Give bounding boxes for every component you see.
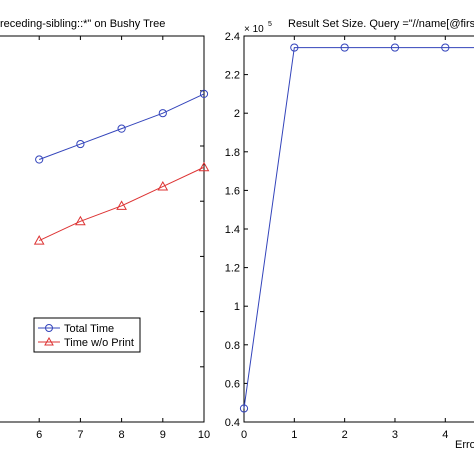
right-axis-ticks: 0.4 0.6 0.8 1 1.2 1.4 1.6 1.8 2 2.2 2.4 0 1 2 3 4	[225, 31, 449, 441]
right-x-tick-label: 3	[392, 429, 398, 441]
left-legend: Total Time Time w/o Print	[33, 317, 141, 353]
left-chart: receding-sibling::*" on Bushy Tree 6 7 8 9 1…	[0, 18, 210, 441]
right-exponent-label: × 10	[244, 24, 264, 35]
left-series-point	[75, 215, 86, 226]
right-y-tick-label: 1.6	[225, 185, 240, 197]
right-x-axis-label: Erro	[455, 439, 474, 451]
right-y-tick-label: 2.2	[225, 70, 240, 82]
right-y-tick-label: 0.4	[225, 417, 240, 429]
right-series-point	[290, 43, 299, 52]
legend-marker-time-wo-print	[44, 336, 54, 346]
right-y-tick-label: 0.8	[225, 340, 240, 352]
right-series-point	[390, 43, 400, 52]
left-series-point	[199, 89, 209, 99]
right-y-tick-label: 1	[234, 301, 240, 313]
right-chart-title: Result Set Size. Query ="//name[@firs	[288, 18, 474, 30]
right-x-tick-label: 2	[342, 429, 348, 441]
right-y-tick-label: 1.2	[225, 263, 240, 275]
left-series-point	[198, 161, 210, 172]
right-x-tick-label: 4	[442, 429, 448, 441]
left-series-point	[157, 181, 169, 191]
left-series-point	[158, 109, 167, 118]
legend-label-time-wo-print: Time w/o Print	[64, 337, 134, 349]
right-y-tick-label: 1.4	[225, 224, 240, 236]
legend-label-total-time: Total Time	[64, 323, 114, 335]
right-y-tick-label: 2.4	[225, 31, 240, 43]
right-x-tick-label: 1	[291, 429, 297, 441]
right-plot-frame	[243, 35, 474, 423]
legend-marker-total-time	[45, 324, 53, 332]
left-series-line-total-time	[39, 93, 205, 160]
left-series-line-time-wo-print	[38, 166, 205, 242]
left-series-group	[33, 89, 210, 245]
left-x-tick-label: 9	[160, 429, 166, 441]
left-x-tick-label: 10	[198, 429, 210, 441]
right-y-tick-label: 0.6	[225, 378, 240, 390]
legend-box	[33, 317, 141, 353]
right-y-tick-label: 1.8	[225, 147, 240, 159]
right-series-point	[441, 43, 450, 52]
left-x-tick-label: 7	[77, 429, 83, 441]
right-chart: Result Set Size. Query ="//name[@firs × …	[225, 18, 474, 451]
left-series-point	[117, 124, 126, 133]
right-y-tick-label: 2	[234, 108, 240, 120]
left-series-point	[33, 235, 45, 245]
left-plot-frame	[0, 35, 205, 423]
right-series-group	[239, 43, 474, 413]
left-chart-title: receding-sibling::*" on Bushy Tree	[0, 18, 165, 30]
right-series-line	[243, 47, 474, 409]
left-x-ticks: 6 7 8 9 10	[36, 36, 210, 441]
left-series-point	[76, 139, 85, 149]
left-x-tick-label: 6	[36, 429, 42, 441]
left-x-tick-label: 8	[119, 429, 125, 441]
right-x-tick-label: 0	[241, 429, 247, 441]
right-series-point	[239, 404, 249, 413]
left-series-point	[116, 200, 127, 210]
left-series-point	[35, 155, 44, 164]
right-exponent-power: 5	[268, 21, 272, 28]
right-series-point	[340, 43, 349, 52]
